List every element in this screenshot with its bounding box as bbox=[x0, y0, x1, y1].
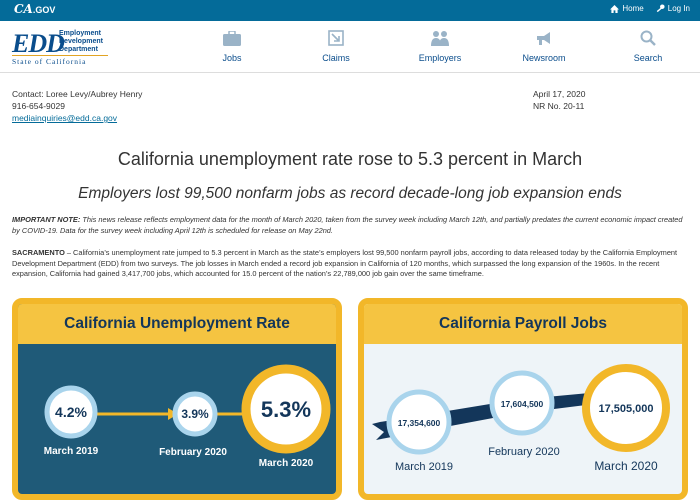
payroll-card-title: California Payroll Jobs bbox=[364, 304, 682, 344]
megaphone-icon bbox=[537, 32, 550, 45]
contact-email-link[interactable]: mediainquiries@edd.ca.gov bbox=[12, 113, 118, 123]
dateline: SACRAMENTO bbox=[12, 248, 65, 257]
unemployment-value-march-2019: 4.2% bbox=[55, 404, 87, 420]
nav-label-employers: Employers bbox=[418, 53, 462, 63]
unemployment-value-march-2020: 5.3% bbox=[261, 397, 311, 422]
contact-info: Contact: Loree Levy/Aubrey Henry 916-654… bbox=[12, 88, 142, 124]
payroll-label-march-2020: March 2020 bbox=[594, 459, 658, 473]
people-icon bbox=[431, 31, 449, 46]
nav-item-claims[interactable]: Claims bbox=[284, 29, 388, 63]
edd-dept-name: Employment Development Department bbox=[59, 30, 119, 54]
release-info: April 17, 2020 NR No. 20-11 bbox=[533, 88, 585, 112]
payroll-value-march-2019: 17,354,600 bbox=[398, 418, 441, 428]
state-of-california: State of California bbox=[12, 55, 108, 66]
nav-item-newsroom[interactable]: Newsroom bbox=[492, 29, 596, 63]
release-body: SACRAMENTO – California’s unemployment r… bbox=[12, 248, 688, 280]
site-header: EDD Employment Development Department St… bbox=[0, 21, 700, 73]
top-bar: CA.GOV Home Log In bbox=[0, 0, 700, 21]
ca-logo-text: CA bbox=[14, 2, 33, 16]
main-nav: Jobs Claims Employers Newsroom Search bbox=[180, 29, 700, 63]
release-number: NR No. 20-11 bbox=[533, 101, 585, 111]
nav-item-employers[interactable]: Employers bbox=[388, 29, 492, 63]
home-link[interactable]: Home bbox=[610, 4, 644, 13]
unemployment-graphic: 4.2% 3.9% 5.3% March 2019 February 2020 … bbox=[44, 364, 331, 469]
search-icon bbox=[640, 30, 656, 46]
unemployment-card-title: California Unemployment Rate bbox=[18, 304, 336, 344]
nav-label-newsroom: Newsroom bbox=[522, 53, 566, 63]
claims-icon bbox=[328, 30, 344, 46]
edd-logo-text: EDD bbox=[12, 29, 65, 58]
payroll-value-feb-2020: 17,604,500 bbox=[501, 399, 544, 409]
key-icon bbox=[656, 4, 665, 13]
login-link[interactable]: Log In bbox=[656, 4, 690, 13]
edd-logo[interactable]: EDD Employment Development Department St… bbox=[12, 29, 108, 66]
briefcase-icon bbox=[223, 30, 241, 46]
release-body-text: – California’s unemployment rate jumped … bbox=[12, 248, 678, 278]
unemployment-value-feb-2020: 3.9% bbox=[181, 407, 209, 421]
login-link-label: Log In bbox=[667, 4, 690, 13]
dept-line-2: Development bbox=[59, 38, 103, 45]
payroll-graphic: 17,354,600 17,604,500 17,505,000 March 2… bbox=[372, 364, 670, 473]
unemployment-label-march-2020: March 2020 bbox=[259, 458, 314, 469]
release-date: April 17, 2020 bbox=[533, 89, 586, 99]
payroll-label-feb-2020: February 2020 bbox=[488, 446, 560, 458]
nav-label-claims: Claims bbox=[322, 53, 350, 63]
unemployment-label-feb-2020: February 2020 bbox=[159, 447, 227, 458]
important-note-text: This news release reflects employment da… bbox=[12, 215, 683, 235]
payroll-value-march-2020: 17,505,000 bbox=[598, 403, 653, 415]
ca-gov-logo[interactable]: CA.GOV bbox=[14, 2, 55, 16]
dept-line-3: Department bbox=[59, 46, 98, 53]
payroll-label-march-2019: March 2019 bbox=[395, 461, 453, 473]
important-note-label: IMPORTANT NOTE: bbox=[12, 215, 81, 224]
nav-item-search[interactable]: Search bbox=[596, 29, 700, 63]
important-note: IMPORTANT NOTE: This news release reflec… bbox=[12, 215, 688, 236]
gov-logo-text: .GOV bbox=[32, 5, 56, 15]
payroll-jobs-card: 17,354,600 17,604,500 17,505,000 March 2… bbox=[358, 298, 688, 500]
page-subtitle: Employers lost 99,500 nonfarm jobs as re… bbox=[78, 185, 622, 202]
nav-label-jobs: Jobs bbox=[222, 53, 242, 63]
home-link-label: Home bbox=[622, 4, 644, 13]
nav-label-search: Search bbox=[633, 53, 663, 63]
home-icon bbox=[610, 4, 620, 13]
page-title: California unemployment rate rose to 5.3… bbox=[117, 149, 583, 169]
unemployment-label-march-2019: March 2019 bbox=[44, 446, 99, 457]
dept-line-1: Employment bbox=[59, 30, 102, 37]
nav-item-jobs[interactable]: Jobs bbox=[180, 29, 284, 63]
contact-names: Contact: Loree Levy/Aubrey Henry bbox=[12, 89, 143, 99]
unemployment-rate-card: 4.2% 3.9% 5.3% March 2019 February 2020 … bbox=[12, 298, 342, 500]
contact-phone: 916-654-9029 bbox=[12, 101, 65, 111]
